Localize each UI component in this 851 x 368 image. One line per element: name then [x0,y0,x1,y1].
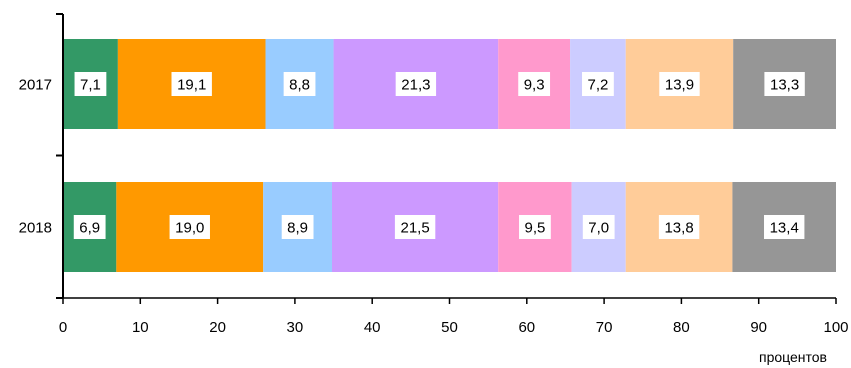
x-tick-label: 30 [287,319,304,336]
data-label-box [169,215,210,239]
data-label-box [281,215,314,239]
x-tick-label: 50 [441,319,458,336]
x-tick-label: 40 [364,319,381,336]
x-tick-label: 80 [673,319,690,336]
data-label: 9,5 [524,220,545,237]
axes-layer [56,13,837,304]
data-label: 13,4 [770,220,799,237]
data-label: 7,2 [587,77,608,94]
x-tick-label: 20 [209,319,226,336]
data-label: 13,8 [664,220,693,237]
x-tick-label: 70 [596,319,613,336]
data-label-box [658,215,700,239]
data-label-box [764,215,805,239]
data-label-box [395,72,437,96]
data-label: 8,9 [287,220,308,237]
data-label-box [764,72,805,96]
data-label: 6,9 [79,220,100,237]
data-label-box [582,215,615,239]
data-label-box [659,72,700,96]
labels-layer: 7,1 19,1 8,8 21,3 9,3 7,2 13,9 13,3 2017 6,9 19,0 8… [19,72,849,365]
x-tick-label: 10 [132,319,149,336]
data-label-box [582,72,614,96]
x-tick-label: 0 [59,319,67,336]
category-label: 2017 [19,77,52,94]
data-label-box [74,72,107,96]
data-label-box [73,215,106,239]
data-label: 13,3 [770,77,799,94]
data-label: 7,1 [80,77,101,94]
data-label: 9,3 [524,77,545,94]
x-tick-label: 60 [518,319,535,336]
data-label-box [518,72,551,96]
x-tick-label: 90 [750,319,767,336]
x-axis-unit-label: процентов [759,349,827,365]
category-label: 2018 [19,220,52,237]
data-label: 21,3 [401,77,430,94]
x-tick-label: 100 [823,319,848,336]
data-label-box [394,215,436,239]
data-label: 19,1 [177,77,206,94]
data-label: 13,9 [665,77,694,94]
data-label-box [283,72,316,96]
data-label-box [171,72,212,96]
data-label: 21,5 [400,220,429,237]
data-label-box [519,215,551,239]
bars-layer [63,39,836,272]
data-label: 8,8 [289,77,310,94]
data-label: 19,0 [175,220,204,237]
data-label: 7,0 [588,220,609,237]
